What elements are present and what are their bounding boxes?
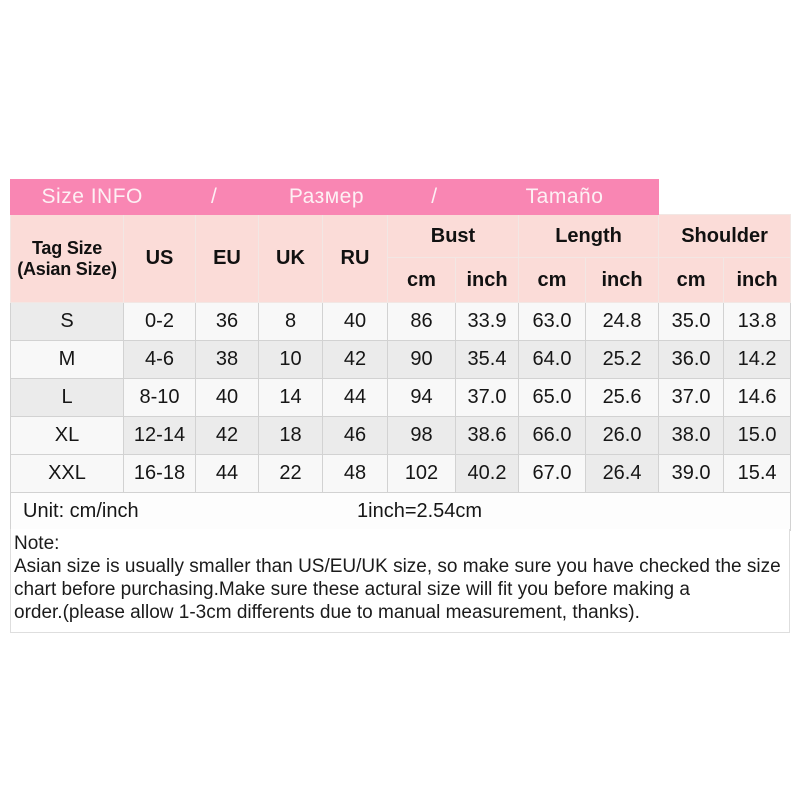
shoulder-inch-header: inch	[723, 257, 792, 303]
bust-cm-cell: 98	[387, 416, 456, 455]
note-line: order.(please allow 1-3cm differents due…	[14, 602, 640, 623]
us-cell: 12-14	[123, 416, 196, 455]
banner-row: Size INFO / Размер / Tamaño	[9, 179, 791, 215]
banner-cell: Size INFO / Размер / Tamaño	[9, 179, 660, 215]
bust-inch-cell: 40.2	[455, 454, 519, 493]
uk-cell: 10	[258, 340, 323, 379]
note-box: Note: Asian size is usually smaller than…	[10, 529, 790, 633]
tag-size-cell: XL	[10, 416, 124, 455]
table-row-l: L 8-10 40 14 44 94 37.0 65.0 25.6 37.0 1…	[10, 378, 792, 417]
uk-cell: 22	[258, 454, 323, 493]
bust-inch-cell: 37.0	[455, 378, 519, 417]
banner-title-es: Tamaño	[525, 185, 604, 208]
unit-cell: Unit: cm/inch 1inch=2.54cm	[9, 492, 792, 531]
banner-title-ru: Размер	[288, 185, 365, 208]
bust-cm-cell: 86	[387, 302, 456, 341]
bust-inch-cell: 38.6	[455, 416, 519, 455]
col-header-tag-size: Tag Size (Asian Size)	[10, 214, 124, 303]
tag-size-cell: L	[10, 378, 124, 417]
banner-blank-area	[658, 179, 791, 215]
unit-label: Unit: cm/inch	[23, 500, 139, 522]
table-row-s: S 0-2 36 8 40 86 33.9 63.0 24.8 35.0 13.…	[10, 302, 792, 341]
bust-cm-cell: 90	[387, 340, 456, 379]
bust-cm-cell: 94	[387, 378, 456, 417]
col-header-eu: EU	[195, 214, 259, 303]
tag-size-line1: Tag Size	[31, 237, 103, 258]
us-cell: 16-18	[123, 454, 196, 493]
shoulder-inch-cell: 14.6	[723, 378, 792, 417]
header-row-groups: Tag Size (Asian Size) US EU UK RU Bust L…	[10, 214, 792, 303]
length-inch-cell: 26.4	[584, 454, 660, 493]
shoulder-inch-cell: 14.2	[723, 340, 792, 379]
col-header-shoulder: Shoulder	[658, 214, 792, 258]
table-row-xl: XL 12-14 42 18 46 98 38.6 66.0 26.0 38.0…	[10, 416, 792, 455]
bust-cm-cell: 102	[387, 454, 456, 493]
col-header-bust: Bust	[387, 214, 519, 258]
ru-cell: 44	[322, 378, 388, 417]
header-row-units: cm inch cm inch cm inch	[11, 257, 792, 303]
uk-cell: 8	[258, 302, 323, 341]
bust-inch-cell: 33.9	[455, 302, 519, 341]
banner-title-en: Size INFO	[41, 185, 143, 208]
eu-cell: 38	[195, 340, 259, 379]
banner-separator: /	[431, 185, 438, 208]
banner-separator: /	[210, 185, 218, 208]
us-cell: 8-10	[123, 378, 196, 417]
table-row-xxl: XXL 16-18 44 22 48 102 40.2 67.0 26.4 39…	[10, 454, 792, 493]
shoulder-cm-cell: 39.0	[658, 454, 725, 493]
length-cm-cell: 67.0	[518, 454, 586, 493]
bust-cm-header: cm	[387, 257, 456, 303]
length-inch-cell: 25.6	[584, 378, 660, 417]
eu-cell: 36	[195, 302, 259, 341]
length-inch-cell: 26.0	[584, 416, 660, 455]
col-header-uk: UK	[258, 214, 323, 303]
size-chart-table: Size INFO / Размер / Tamaño Tag Size (As…	[9, 179, 792, 531]
length-cm-cell: 63.0	[518, 302, 586, 341]
shoulder-cm-header: cm	[658, 257, 725, 303]
us-cell: 4-6	[123, 340, 196, 379]
tag-size-cell: S	[10, 302, 124, 341]
length-inch-header: inch	[584, 257, 660, 303]
length-cm-cell: 64.0	[518, 340, 586, 379]
ru-cell: 46	[322, 416, 388, 455]
shoulder-cm-cell: 38.0	[658, 416, 725, 455]
uk-cell: 18	[258, 416, 323, 455]
eu-cell: 40	[195, 378, 259, 417]
table-row-m: M 4-6 38 10 42 90 35.4 64.0 25.2 36.0 14…	[10, 340, 792, 379]
ru-cell: 42	[322, 340, 388, 379]
uk-cell: 14	[258, 378, 323, 417]
shoulder-inch-cell: 15.4	[723, 454, 792, 493]
bust-inch-header: inch	[455, 257, 519, 303]
tag-size-cell: XXL	[10, 454, 124, 493]
col-header-us: US	[123, 214, 196, 303]
bust-inch-cell: 35.4	[455, 340, 519, 379]
shoulder-inch-cell: 13.8	[723, 302, 792, 341]
inch-conversion-label: 1inch=2.54cm	[357, 500, 483, 522]
col-header-ru: RU	[322, 214, 388, 303]
eu-cell: 42	[195, 416, 259, 455]
note-line: chart before purchasing.Make sure these …	[14, 579, 690, 600]
eu-cell: 44	[195, 454, 259, 493]
note-title: Note:	[14, 533, 60, 554]
shoulder-inch-cell: 15.0	[723, 416, 792, 455]
note-line: Asian size is usually smaller than US/EU…	[14, 556, 781, 577]
ru-cell: 40	[322, 302, 388, 341]
tag-size-line2: (Asian Size)	[17, 258, 117, 279]
length-cm-header: cm	[518, 257, 586, 303]
length-inch-cell: 25.2	[584, 340, 660, 379]
length-cm-cell: 66.0	[518, 416, 586, 455]
ru-cell: 48	[322, 454, 388, 493]
tag-size-cell: M	[10, 340, 124, 379]
length-inch-cell: 24.8	[584, 302, 660, 341]
us-cell: 0-2	[123, 302, 196, 341]
shoulder-cm-cell: 36.0	[658, 340, 725, 379]
banner-titles: Size INFO / Размер / Tamaño	[12, 185, 658, 209]
shoulder-cm-cell: 37.0	[658, 378, 725, 417]
col-header-length: Length	[517, 214, 660, 258]
unit-row: Unit: cm/inch 1inch=2.54cm	[9, 492, 792, 531]
length-cm-cell: 65.0	[518, 378, 586, 417]
shoulder-cm-cell: 35.0	[658, 302, 725, 341]
